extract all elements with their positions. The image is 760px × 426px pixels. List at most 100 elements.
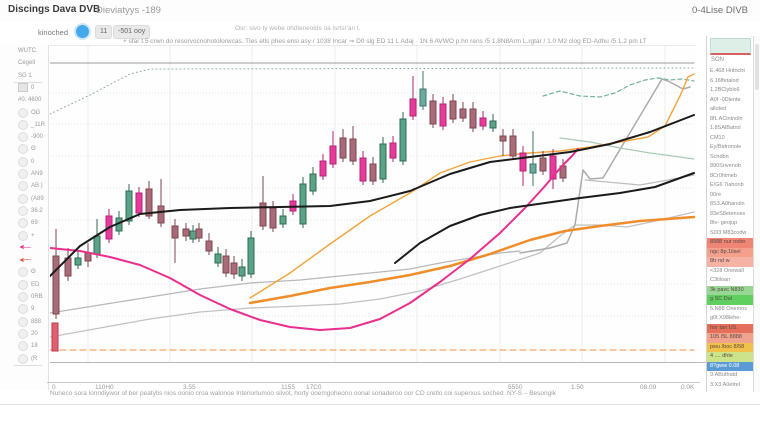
price-level-row[interactable]: hor tan US. bbox=[707, 323, 754, 333]
price-level-row[interactable]: E.468 Hritncht bbox=[707, 67, 754, 77]
tool-label: -900 bbox=[31, 134, 44, 141]
price-level-row[interactable]: ngc 8p.1ilsel bbox=[707, 247, 754, 257]
tool-label: Θ bbox=[31, 146, 36, 153]
tool-label: 20 bbox=[31, 330, 38, 337]
tool-item-0[interactable]: 0 bbox=[0, 156, 48, 168]
gray-step-line bbox=[584, 174, 695, 186]
tool-item-ED[interactable]: ED bbox=[0, 279, 48, 291]
price-level-row[interactable]: Ey/Bidronole bbox=[707, 143, 754, 153]
candle-body bbox=[509, 135, 517, 157]
tool-item-20[interactable]: 20 bbox=[0, 328, 48, 340]
indicator-legend[interactable]: + sfar t.5 crwn do resorvocnohotolorwcas… bbox=[123, 38, 647, 45]
tool-item-OG[interactable]: OG bbox=[0, 107, 48, 119]
gray-band-lower-line bbox=[49, 211, 695, 338]
price-level-row[interactable]: alloted bbox=[707, 105, 754, 115]
price-level-row[interactable]: 8tv- geojup bbox=[707, 219, 754, 229]
price-level-row[interactable]: S0I3 M83codw bbox=[707, 228, 754, 238]
price-level-row[interactable]: 83eS8etenoss bbox=[707, 209, 754, 219]
time-axis[interactable] bbox=[50, 362, 706, 383]
tool-item-Cegell[interactable]: Cegell bbox=[0, 57, 48, 69]
price-level-row[interactable]: 105 /5L 8888 bbox=[707, 333, 754, 343]
tool-item--900[interactable]: -900 bbox=[0, 131, 48, 143]
price-level-row[interactable]: E/G6 7iahonb bbox=[707, 181, 754, 191]
price-level-row[interactable]: g0t X98lehe- bbox=[707, 314, 754, 324]
tool-item-18[interactable]: 18 bbox=[0, 340, 48, 352]
price-level-row[interactable]: 8988 nur nobn bbox=[707, 238, 754, 248]
red-dashed-arrow-icon: ◄╌╌ bbox=[18, 257, 31, 265]
tool-label: 0 bbox=[31, 84, 35, 91]
price-level-row[interactable]: 4 .... dhte bbox=[707, 352, 754, 362]
grid-icon bbox=[18, 83, 28, 93]
price-level-row[interactable]: 6.16ffetalod bbox=[707, 76, 754, 86]
tool-item-Θ[interactable]: Θ bbox=[0, 266, 48, 278]
price-level-row[interactable]: C3tiloan bbox=[707, 276, 754, 286]
price-level-row[interactable]: 3k pavc N830 bbox=[707, 285, 754, 295]
candle-body bbox=[171, 225, 179, 239]
tool-circle-icon bbox=[18, 316, 28, 327]
tool-item-_11R[interactable]: _11R bbox=[0, 119, 48, 131]
tool-circle-icon bbox=[18, 144, 28, 155]
tool-item-Θ[interactable]: Θ bbox=[0, 143, 48, 155]
tool-item-(A89[interactable]: (A89 bbox=[0, 193, 48, 205]
candle-body bbox=[439, 103, 447, 127]
panel-header-box[interactable] bbox=[710, 38, 751, 55]
price-level-row[interactable]: 9.AButhatd bbox=[707, 371, 754, 381]
candle-body bbox=[309, 173, 317, 192]
candle-body bbox=[379, 143, 387, 180]
price-level-row[interactable]: 5.N88 Onemos bbox=[707, 304, 754, 314]
tool-item-AN9[interactable]: AN9 bbox=[0, 168, 48, 180]
tool-label: AB ) bbox=[31, 183, 43, 190]
time-axis-label: 0 bbox=[52, 384, 56, 391]
tool-item-+[interactable]: + bbox=[0, 230, 48, 242]
candle-body bbox=[214, 253, 222, 264]
candle-body bbox=[189, 230, 197, 240]
price-level-row[interactable]: <328 Onewall bbox=[707, 266, 754, 276]
status-dot-icon[interactable] bbox=[76, 25, 89, 38]
tool-item-0[interactable]: 0 bbox=[0, 82, 48, 94]
price-level-row[interactable]: 3.X3 A0etrel bbox=[707, 380, 754, 390]
price-level-row[interactable]: 8S3.A0hanoln bbox=[707, 200, 754, 210]
time-axis-label: 110H0 bbox=[95, 384, 114, 391]
price-level-row[interactable]: 8?gww 0.08 bbox=[707, 361, 754, 371]
sidebar-divider bbox=[14, 364, 42, 366]
tool-item-AB )[interactable]: AB ) bbox=[0, 180, 48, 192]
candle-body bbox=[469, 108, 477, 129]
scrollbar-thumb[interactable] bbox=[755, 44, 759, 90]
price-level-row[interactable]: pwu /boc 8/58 bbox=[707, 342, 754, 352]
tool-item-(R[interactable]: (R bbox=[0, 353, 48, 365]
tool-item-pink-arrow[interactable]: ◄— bbox=[0, 242, 48, 254]
price-level-row[interactable]: 8fL ACintnoln bbox=[707, 114, 754, 124]
price-level-row[interactable]: 00re bbox=[707, 190, 754, 200]
tool-item-SG 1[interactable]: SG 1 bbox=[0, 70, 48, 82]
candle-body bbox=[222, 255, 230, 274]
scrollbar[interactable] bbox=[753, 36, 760, 392]
time-axis-label: 0.0K bbox=[681, 384, 695, 391]
tool-item-9[interactable]: 9 bbox=[0, 303, 48, 315]
tool-item-888[interactable]: 888 bbox=[0, 316, 48, 328]
price-level-row[interactable]: 8Cr0himeb bbox=[707, 171, 754, 181]
tool-circle-icon bbox=[18, 230, 28, 241]
price-level-row[interactable]: CM10 bbox=[707, 133, 754, 143]
footer-note: Nuneco sora lonndiywor of ber peatytis n… bbox=[50, 390, 556, 397]
candle-body bbox=[52, 255, 60, 315]
price-level-row[interactable]: Schdbn bbox=[707, 152, 754, 162]
footer-divider bbox=[0, 404, 760, 405]
tool-item-WUTC.[interactable]: WUTC. bbox=[0, 45, 48, 57]
price-level-row[interactable]: 1.8SAlBatrol bbox=[707, 124, 754, 134]
tool-item-36.2[interactable]: 36.2 bbox=[0, 205, 48, 217]
price-level-row[interactable]: 8tr nd w bbox=[707, 257, 754, 267]
candlestick-chart[interactable] bbox=[49, 45, 696, 363]
tool-item-#0. 4600[interactable]: #0. 4600 bbox=[0, 94, 48, 106]
quantity-button[interactable]: -501 ooy bbox=[113, 25, 151, 39]
tool-item-red-arrow[interactable]: ◄╌╌ bbox=[0, 254, 48, 266]
interval-button[interactable]: 11 bbox=[95, 25, 113, 39]
price-level-row[interactable]: 1.2BClyblo6 bbox=[707, 86, 754, 96]
price-level-row[interactable]: A0f -0Dlente bbox=[707, 95, 754, 105]
tool-item-69[interactable]: 69 bbox=[0, 217, 48, 229]
tool-item-0RB[interactable]: 0RB bbox=[0, 291, 48, 303]
chart-canvas[interactable] bbox=[49, 46, 696, 363]
header-right-label: 0-4Lise DIVB bbox=[692, 5, 748, 16]
price-level-row[interactable]: g SC Dal bbox=[707, 295, 754, 305]
price-level-row[interactable]: 890Srivenob bbox=[707, 162, 754, 172]
